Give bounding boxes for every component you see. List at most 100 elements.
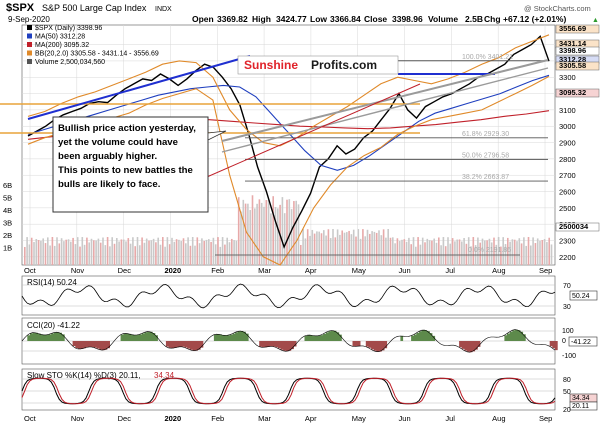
volume-bar bbox=[162, 237, 164, 265]
volume-bar bbox=[550, 244, 553, 265]
index-name: S&P 500 Large Cap Index bbox=[42, 3, 147, 13]
volume-bar bbox=[523, 237, 525, 265]
volume-bar bbox=[113, 243, 116, 265]
annotation-line-2: yet the volume could have bbox=[58, 137, 178, 148]
volume-bar bbox=[421, 237, 424, 265]
volume-bar bbox=[274, 207, 277, 265]
x-tick-label-bottom: Apr bbox=[305, 414, 317, 423]
volume-bar bbox=[500, 246, 502, 265]
price-marker-box bbox=[555, 88, 600, 98]
volume-bar bbox=[132, 237, 134, 265]
series-line bbox=[27, 35, 550, 249]
volume-bar bbox=[311, 229, 314, 265]
legend-entry: MA(200) 3095.32 bbox=[35, 42, 89, 49]
sto-tick-20: 20 bbox=[563, 407, 571, 414]
ohlc-readout: Open 3369.82 High 3424.77 Low 3366.84 Cl… bbox=[192, 14, 599, 24]
logo-text-profits: Profits.com bbox=[311, 58, 377, 72]
volume-bar bbox=[359, 238, 362, 265]
volume-bar bbox=[125, 241, 127, 265]
x-axis-main: Oct Nov Dec 2020 Feb Mar Apr May Jun Jul Aug Sep bbox=[24, 266, 552, 275]
cci-tick-0: 0 bbox=[562, 338, 566, 345]
legend-swatch bbox=[27, 50, 32, 56]
volume-bar bbox=[116, 238, 118, 265]
volume-bar bbox=[136, 237, 139, 265]
x-tick-label-bottom: Jun bbox=[399, 414, 411, 423]
sto-marker-box-k bbox=[569, 401, 598, 411]
volume-bar bbox=[481, 238, 484, 265]
low-label: Low bbox=[310, 14, 327, 24]
price-marker-label: 3431.14 bbox=[559, 39, 587, 48]
volume-bar bbox=[47, 237, 49, 265]
volume-bar bbox=[428, 240, 431, 265]
volume-bar bbox=[355, 236, 357, 265]
chg-label: Chg bbox=[484, 14, 501, 24]
cci-panel: CCI(20) -41.22 100 0 -41.22 -100 bbox=[21, 317, 598, 365]
legend-swatch bbox=[27, 25, 32, 30]
volume-bar bbox=[401, 239, 403, 265]
volume-bar bbox=[470, 246, 472, 265]
x-tick-label-bottom: Mar bbox=[258, 414, 271, 423]
volume-bar bbox=[26, 237, 28, 265]
volume-bar bbox=[348, 230, 350, 265]
volume-bar bbox=[51, 237, 54, 265]
close-value: 3398.96 bbox=[392, 14, 423, 24]
volume-bar bbox=[479, 242, 481, 265]
x-tick-label-bottom: 2020 bbox=[164, 414, 181, 423]
volume-bar bbox=[281, 197, 284, 265]
volume-bar bbox=[277, 208, 279, 265]
annotation-frame bbox=[52, 116, 209, 213]
x-tick-label: Apr bbox=[305, 266, 317, 275]
volume-bar bbox=[534, 243, 537, 265]
volume-bar bbox=[70, 241, 72, 265]
volume-bar bbox=[191, 237, 194, 265]
volume-bar bbox=[40, 240, 42, 265]
volume-bar bbox=[339, 234, 341, 265]
volume-bar bbox=[366, 229, 369, 265]
volume-bar bbox=[122, 239, 125, 265]
volume-bar bbox=[74, 244, 77, 265]
legend: $SPX (Daily) 3398.96 MA(50) 3312.28MA(200… bbox=[27, 25, 159, 66]
volume-bar bbox=[502, 237, 504, 265]
annotation-line-1: Bullish price action yesterday, bbox=[58, 123, 196, 134]
volume-bar bbox=[309, 235, 311, 265]
volume-bar bbox=[451, 238, 454, 265]
cci-marker-box bbox=[568, 336, 598, 347]
sto-panel: Slow STO %K(14) %D(3) 20.11, 34.34 80 50… bbox=[21, 368, 598, 414]
volume-axis: 6B 5B 4B 3B 2B 1B bbox=[3, 181, 12, 253]
volume-bar bbox=[56, 237, 58, 265]
chart-date: 9-Sep-2020 bbox=[8, 15, 50, 24]
x-tick-label-bottom: Nov bbox=[71, 414, 85, 423]
volume-bar bbox=[134, 246, 136, 265]
volume-bar bbox=[378, 230, 380, 265]
volume-bar bbox=[258, 199, 261, 265]
annotation-line-4: This points to new battles the bbox=[58, 165, 193, 176]
volume-bar bbox=[364, 236, 366, 265]
fib-label: 100.0% 3401.21 bbox=[462, 54, 513, 61]
volume-bar bbox=[219, 246, 222, 265]
volume-bar bbox=[24, 247, 26, 265]
volume-bar bbox=[272, 196, 274, 265]
volume-bar bbox=[260, 202, 263, 265]
volume-bar bbox=[120, 239, 123, 265]
up-arrow-icon: ▲ bbox=[592, 17, 599, 24]
volume-bar bbox=[111, 237, 113, 265]
volume-bar bbox=[488, 238, 491, 265]
gray-trend-line-2 bbox=[221, 67, 549, 153]
legend-entry: $SPX (Daily) 3398.96 bbox=[35, 25, 102, 32]
volume-bar bbox=[403, 239, 406, 265]
volume-bar bbox=[76, 237, 79, 265]
volume-bar bbox=[297, 204, 300, 265]
volume-bar bbox=[396, 238, 399, 265]
volume-bar bbox=[546, 242, 548, 265]
volume-bar bbox=[288, 199, 291, 265]
volume-bar bbox=[81, 237, 84, 265]
volume-bar bbox=[302, 229, 304, 265]
low-value: 3366.84 bbox=[330, 14, 361, 24]
volume-bar bbox=[286, 199, 288, 265]
volume-bar bbox=[306, 229, 309, 265]
annotation-box: Bullish price action yesterday, yet the … bbox=[52, 116, 227, 213]
volume-bar bbox=[385, 237, 387, 265]
volume-tick-label: 2B bbox=[3, 231, 12, 240]
volume-bar bbox=[387, 229, 389, 265]
